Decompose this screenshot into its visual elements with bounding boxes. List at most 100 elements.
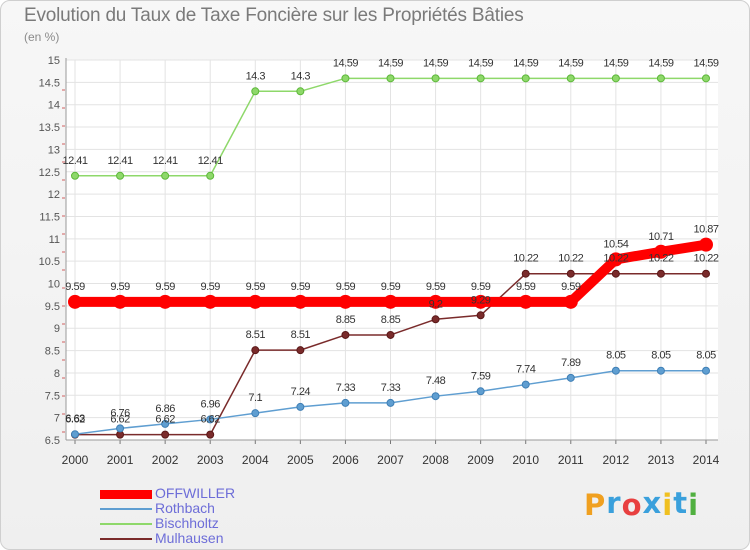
data-point-bischholtz	[476, 74, 485, 83]
data-label-rothbach: 7.33	[381, 382, 401, 394]
data-label-offwiller: 9.59	[426, 281, 446, 293]
x-tick-label: 2008	[422, 453, 449, 467]
data-point-offwiller	[518, 294, 533, 309]
data-point-offwiller	[338, 294, 353, 309]
data-point-bischholtz	[206, 171, 215, 180]
data-point-offwiller	[68, 294, 82, 309]
data-point-mulhausen	[656, 269, 665, 278]
data-label-mulhausen: 6.62	[110, 414, 130, 426]
data-point-bischholtz	[386, 74, 395, 83]
plot-area	[66, 60, 718, 440]
data-point-offwiller	[203, 294, 218, 309]
data-label-mulhausen: 10.22	[648, 253, 673, 265]
y-tick-label: 12.5	[39, 167, 60, 179]
legend-label: Mulhausen	[155, 530, 224, 546]
data-point-rothbach	[161, 419, 170, 428]
chart-title: Evolution du Taux de Taxe Foncière sur l…	[24, 5, 524, 26]
data-label-rothbach: 6.86	[155, 403, 175, 415]
data-point-offwiller	[699, 237, 713, 252]
data-label-rothbach: 7.33	[336, 382, 356, 394]
data-point-offwiller	[113, 294, 128, 309]
y-tick-label: 14	[48, 100, 60, 112]
data-label-offwiller: 9.59	[291, 281, 311, 293]
x-tick-label: 2013	[648, 453, 675, 467]
y-tick-label: 7.5	[45, 390, 60, 402]
data-label-mulhausen: 10.22	[603, 253, 628, 265]
logo-letter: i	[688, 488, 700, 522]
data-point-rothbach	[702, 366, 710, 375]
data-label-bischholtz: 14.59	[513, 57, 538, 69]
data-point-bischholtz	[611, 74, 620, 83]
legend-swatch	[100, 538, 152, 540]
data-label-mulhausen: 8.51	[291, 329, 311, 341]
data-label-offwiller: 9.59	[561, 281, 581, 293]
data-label-bischholtz: 12.41	[153, 155, 178, 167]
y-tick-label: 9	[54, 323, 60, 335]
data-label-bischholtz: 14.59	[648, 57, 673, 69]
data-label-bischholtz: 14.59	[468, 57, 493, 69]
data-label-offwiller: 9.59	[201, 281, 221, 293]
data-point-rothbach	[476, 387, 485, 396]
data-label-rothbach: 8.05	[651, 350, 671, 362]
data-label-mulhausen: 10.22	[513, 253, 538, 265]
data-point-mulhausen	[296, 346, 305, 355]
data-label-offwiller: 9.59	[516, 281, 536, 293]
data-point-offwiller	[158, 294, 173, 309]
y-tick-label: 10.5	[39, 256, 60, 268]
data-point-mulhausen	[476, 311, 485, 320]
data-label-bischholtz: 14.59	[558, 57, 583, 69]
y-tick-label: 6.5	[45, 435, 60, 447]
x-tick-label: 2000	[62, 453, 89, 467]
data-label-offwiller: 9.59	[110, 281, 130, 293]
data-label-bischholtz: 12.41	[62, 155, 87, 167]
y-tick-label: 11	[49, 234, 60, 246]
x-tick-label: 2012	[603, 453, 630, 467]
logo-letter: r	[606, 486, 622, 520]
legend-swatch	[100, 523, 152, 525]
y-tick-label: 13.5	[39, 122, 60, 134]
data-point-mulhausen	[341, 330, 350, 339]
y-tick-label: 13	[48, 144, 60, 156]
data-label-mulhausen: 9.2	[429, 298, 443, 310]
data-point-offwiller	[653, 244, 668, 259]
data-point-bischholtz	[161, 171, 170, 180]
y-tick-label: 8	[54, 368, 60, 380]
data-point-offwiller	[248, 294, 263, 309]
data-point-mulhausen	[386, 330, 395, 339]
data-label-offwiller: 9.59	[65, 281, 85, 293]
data-point-offwiller	[293, 294, 308, 309]
data-label-offwiller: 10.87	[693, 224, 718, 236]
data-label-mulhausen: 9.29	[471, 294, 491, 306]
data-point-mulhausen	[521, 269, 530, 278]
y-tick-label: 9.5	[45, 301, 60, 313]
x-tick-label: 2003	[197, 453, 224, 467]
y-tick-label: 10	[48, 279, 60, 291]
x-tick-label: 2002	[152, 453, 179, 467]
data-point-offwiller	[428, 294, 443, 309]
legend-label: Bischholtz	[155, 515, 219, 531]
x-tick-label: 2010	[512, 453, 539, 467]
data-point-bischholtz	[521, 74, 530, 83]
logo-letter: P	[584, 488, 607, 522]
data-point-rothbach	[296, 402, 305, 411]
data-label-offwiller: 9.59	[155, 281, 175, 293]
data-point-mulhausen	[566, 269, 575, 278]
legend-label: Rothbach	[155, 500, 215, 516]
data-label-mulhausen: 6.62	[201, 414, 221, 426]
data-label-bischholtz: 12.41	[108, 155, 133, 167]
data-label-bischholtz: 14.3	[246, 70, 266, 82]
data-point-offwiller	[563, 294, 578, 309]
x-tick-label: 2005	[287, 453, 314, 467]
data-label-rothbach: 6.63	[65, 413, 85, 425]
chart-subtitle: (en %)	[24, 30, 60, 44]
data-point-rothbach	[116, 424, 125, 433]
data-label-offwiller: 9.59	[381, 281, 401, 293]
data-point-rothbach	[386, 398, 395, 407]
data-label-bischholtz: 14.59	[693, 57, 718, 69]
data-point-mulhausen	[702, 269, 710, 278]
data-point-mulhausen	[161, 430, 170, 439]
data-label-bischholtz: 14.59	[333, 57, 358, 69]
data-point-bischholtz	[656, 74, 665, 83]
data-label-rothbach: 6.96	[201, 398, 221, 410]
